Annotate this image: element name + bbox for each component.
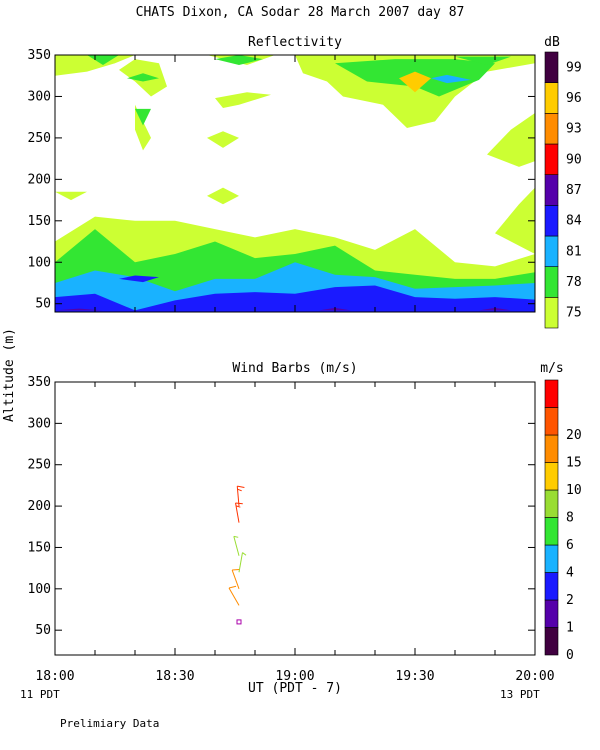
wind-colorbar-swatch: [544, 599, 559, 628]
wind-y-tick-label: 300: [28, 416, 51, 431]
wind-colorbar-label: 1: [566, 621, 574, 636]
reflectivity-colorbar-label: 93: [566, 122, 582, 137]
reflectivity-colorbar-label: 75: [566, 306, 582, 321]
wind-barb: [238, 552, 247, 573]
wind-colorbar-label: 4: [566, 566, 574, 581]
reflectivity-colorbar-swatch: [544, 113, 559, 145]
wind-y-tick-label: 250: [28, 458, 51, 473]
reflectivity-patch: [119, 275, 159, 283]
wind-barb: [231, 569, 240, 589]
reflectivity-patch: [431, 74, 471, 84]
wind-y-tick-label: 350: [28, 375, 51, 390]
reflectivity-colorbar: 75 78 81 84 87 90 93 96 99: [544, 51, 582, 329]
wind-y-tick-label: 50: [35, 623, 51, 638]
wind-y-tick-label: 150: [28, 540, 51, 555]
x-tick-label: 19:30: [395, 669, 434, 684]
wind-colorbar-unit: m/s: [540, 361, 563, 376]
reflectivity-colorbar-label: 84: [566, 214, 582, 229]
wind-colorbar-swatch: [544, 434, 559, 463]
reflectivity-colorbar-swatch: [544, 51, 559, 83]
reflectivity-patch: [215, 55, 263, 65]
reflectivity-colorbar-swatch: [544, 266, 559, 298]
reflectivity-colorbar-swatch: [544, 174, 559, 206]
wind-colorbar-swatch: [544, 489, 559, 518]
wind-barbs-plot: [228, 485, 247, 625]
wind-colorbar-label: 2: [566, 593, 574, 608]
reflectivity-patch: [399, 71, 431, 93]
wind-colorbar-swatch: [544, 462, 559, 491]
x-tick-label: 18:00: [35, 669, 74, 684]
wind-colorbar-label: 8: [566, 511, 574, 526]
wind-colorbar-swatch: [544, 379, 559, 408]
x-tick-label: 19:00: [275, 669, 314, 684]
local-time-start: 11 PDT: [20, 688, 60, 701]
wind-colorbar-swatch: [544, 407, 559, 436]
reflectivity-patch: [55, 55, 135, 76]
wind-barb: [228, 585, 240, 606]
wind-y-tick-label: 100: [28, 582, 51, 597]
wind-y-tick-label: 200: [28, 499, 51, 514]
reflectivity-colorbar-label: 81: [566, 244, 582, 259]
reflectivity-patch: [55, 308, 103, 311]
local-time-end: 13 PDT: [500, 688, 540, 701]
x-tick-label: 18:30: [155, 669, 194, 684]
reflectivity-y-tick-label: 350: [28, 48, 51, 63]
wind-colorbar-label: 15: [566, 456, 582, 471]
reflectivity-colorbar-label: 96: [566, 91, 582, 106]
x-axis-label: UT (PDT - 7): [248, 681, 342, 696]
reflectivity-patch: [455, 56, 511, 65]
wind-frame: [54, 381, 536, 656]
reflectivity-y-tick-label: 300: [28, 89, 51, 104]
preliminary-note: Prelimiary Data: [60, 717, 159, 730]
reflectivity-y-tick-label: 50: [35, 297, 51, 312]
reflectivity-patch: [207, 187, 239, 205]
reflectivity-colorbar-unit: dB: [544, 35, 560, 50]
reflectivity-y-tick-label: 100: [28, 255, 51, 270]
wind-colorbar-swatch: [544, 517, 559, 546]
reflectivity-colorbar-swatch: [544, 235, 559, 267]
reflectivity-patch: [495, 187, 535, 254]
figure-title: CHATS Dixon, CA Sodar 28 March 2007 day …: [136, 5, 465, 20]
wind-colorbar: 0 1 2 4 6 8 10 15 20: [544, 379, 582, 663]
reflectivity-colorbar-label: 78: [566, 275, 582, 290]
reflectivity-colorbar-swatch: [544, 143, 559, 175]
reflectivity-plot: [54, 54, 536, 313]
reflectivity-colorbar-label: 99: [566, 60, 582, 75]
y-axis-label: Altitude (m): [2, 328, 17, 422]
reflectivity-patch: [55, 191, 87, 201]
reflectivity-fields: [55, 55, 535, 312]
wind-barb: [233, 535, 240, 556]
reflectivity-colorbar-swatch: [544, 297, 559, 329]
wind-colorbar-swatch: [544, 627, 559, 656]
reflectivity-y-tick-label: 200: [28, 172, 51, 187]
reflectivity-colorbar-label: 87: [566, 183, 582, 198]
reflectivity-patch: [207, 131, 239, 148]
wind-barbs-title: Wind Barbs (m/s): [232, 361, 357, 376]
reflectivity-title: Reflectivity: [248, 35, 342, 50]
wind-barb: [236, 619, 242, 625]
reflectivity-patch: [127, 73, 159, 82]
reflectivity-axes: 50 100 150 200 250 300 350: [28, 48, 536, 313]
wind-colorbar-label: 10: [566, 483, 582, 498]
reflectivity-y-tick-label: 250: [28, 131, 51, 146]
reflectivity-patch: [215, 92, 271, 109]
wind-colorbar-label: 6: [566, 538, 574, 553]
wind-colorbar-label: 0: [566, 648, 574, 663]
reflectivity-colorbar-swatch: [544, 205, 559, 237]
wind-barbs-axes: 50 100 150 200 250 300 350 18:00 18:30 19:00 19:30…: [28, 375, 555, 684]
reflectivity-patch: [487, 113, 535, 167]
reflectivity-y-tick-label: 150: [28, 214, 51, 229]
reflectivity-patch: [135, 108, 151, 126]
x-tick-label: 20:00: [515, 669, 554, 684]
wind-colorbar-swatch: [544, 572, 559, 601]
wind-colorbar-label: 20: [566, 428, 582, 443]
wind-colorbar-swatch: [544, 544, 559, 573]
reflectivity-colorbar-swatch: [544, 82, 559, 114]
wind-barb: [236, 485, 245, 507]
reflectivity-colorbar-label: 90: [566, 152, 582, 167]
